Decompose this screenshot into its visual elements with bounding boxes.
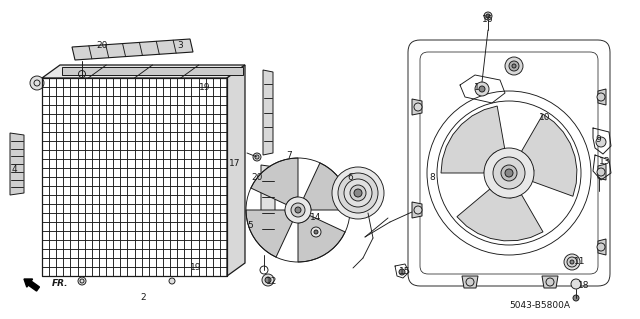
- Polygon shape: [412, 99, 422, 115]
- Text: 12: 12: [266, 278, 278, 286]
- Polygon shape: [598, 89, 606, 105]
- Text: 4: 4: [11, 166, 17, 174]
- Circle shape: [262, 274, 274, 286]
- Circle shape: [493, 157, 525, 189]
- Circle shape: [291, 203, 305, 217]
- Circle shape: [314, 230, 318, 234]
- Circle shape: [484, 148, 534, 198]
- Circle shape: [597, 168, 605, 176]
- Polygon shape: [10, 133, 24, 195]
- Circle shape: [505, 57, 523, 75]
- Circle shape: [399, 269, 405, 275]
- Circle shape: [295, 207, 301, 213]
- Circle shape: [311, 227, 321, 237]
- Text: FR.: FR.: [52, 279, 68, 288]
- Polygon shape: [457, 189, 543, 241]
- FancyArrow shape: [24, 279, 40, 291]
- Circle shape: [285, 197, 311, 223]
- Circle shape: [30, 76, 44, 90]
- Polygon shape: [412, 202, 422, 218]
- Circle shape: [509, 61, 519, 71]
- Circle shape: [597, 243, 605, 251]
- Text: 19: 19: [190, 263, 202, 271]
- Text: 5043-B5800A: 5043-B5800A: [509, 300, 570, 309]
- Circle shape: [486, 14, 490, 18]
- Text: 14: 14: [310, 213, 322, 222]
- Text: 17: 17: [229, 159, 241, 167]
- Polygon shape: [298, 216, 345, 262]
- Circle shape: [501, 165, 517, 181]
- Text: 5: 5: [247, 220, 253, 229]
- Polygon shape: [598, 239, 606, 255]
- Text: 13: 13: [599, 158, 611, 167]
- Polygon shape: [227, 65, 245, 276]
- Circle shape: [564, 254, 580, 270]
- Text: 16: 16: [483, 16, 493, 25]
- Text: 19: 19: [199, 84, 211, 93]
- Circle shape: [78, 277, 86, 285]
- Circle shape: [597, 93, 605, 101]
- Text: 7: 7: [286, 151, 292, 160]
- Text: 20: 20: [96, 41, 108, 49]
- Polygon shape: [462, 276, 478, 288]
- Polygon shape: [62, 67, 243, 75]
- Circle shape: [169, 278, 175, 284]
- Text: 18: 18: [579, 280, 589, 290]
- Polygon shape: [303, 163, 350, 210]
- Text: 1: 1: [474, 84, 480, 93]
- Polygon shape: [542, 276, 558, 288]
- Polygon shape: [246, 210, 292, 257]
- Circle shape: [567, 257, 577, 267]
- Text: 2: 2: [140, 293, 146, 301]
- Text: 20: 20: [252, 174, 262, 182]
- Circle shape: [332, 167, 384, 219]
- Circle shape: [265, 277, 271, 283]
- Polygon shape: [251, 158, 298, 204]
- Circle shape: [479, 86, 485, 92]
- Circle shape: [414, 206, 422, 214]
- Polygon shape: [598, 164, 606, 180]
- Circle shape: [505, 169, 513, 177]
- Circle shape: [253, 153, 261, 161]
- Polygon shape: [263, 70, 273, 155]
- Polygon shape: [42, 65, 245, 78]
- Circle shape: [484, 12, 492, 20]
- Circle shape: [344, 179, 372, 207]
- Circle shape: [570, 260, 574, 264]
- Text: 6: 6: [347, 174, 353, 182]
- Circle shape: [596, 137, 606, 147]
- Circle shape: [571, 279, 581, 289]
- Circle shape: [350, 185, 366, 201]
- Text: 8: 8: [429, 174, 435, 182]
- Text: 3: 3: [177, 41, 183, 50]
- Text: 15: 15: [399, 268, 411, 277]
- Text: 11: 11: [574, 257, 586, 266]
- Polygon shape: [522, 114, 577, 196]
- Circle shape: [354, 189, 362, 197]
- Polygon shape: [72, 39, 193, 60]
- Circle shape: [475, 82, 489, 96]
- Polygon shape: [441, 106, 505, 173]
- Text: 10: 10: [540, 114, 551, 122]
- Circle shape: [414, 103, 422, 111]
- Text: 9: 9: [595, 136, 601, 145]
- Circle shape: [512, 64, 516, 68]
- Circle shape: [573, 295, 579, 301]
- Circle shape: [338, 173, 378, 213]
- Polygon shape: [261, 165, 275, 245]
